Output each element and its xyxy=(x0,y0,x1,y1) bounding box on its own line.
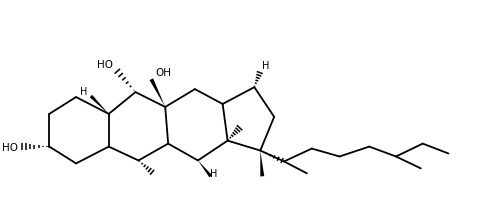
Polygon shape xyxy=(198,161,212,178)
Polygon shape xyxy=(261,151,264,177)
Text: HO: HO xyxy=(2,142,18,152)
Text: H: H xyxy=(210,169,217,178)
Text: H: H xyxy=(263,61,270,71)
Text: H: H xyxy=(80,87,87,97)
Text: HO: HO xyxy=(97,60,113,70)
Polygon shape xyxy=(90,95,109,114)
Polygon shape xyxy=(150,79,165,108)
Text: OH: OH xyxy=(155,68,171,78)
